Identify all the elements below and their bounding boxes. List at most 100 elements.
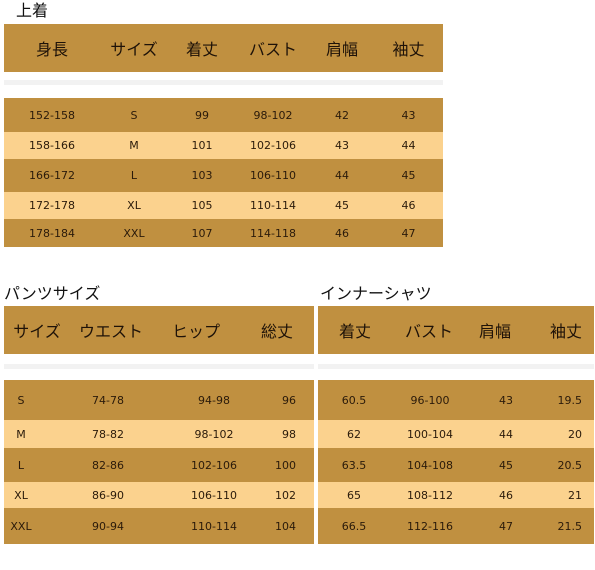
- table-row: L 82-86 102-106 100: [4, 448, 314, 482]
- inner-cell: 66.5: [341, 519, 367, 533]
- inner-cell: 100-104: [407, 427, 453, 441]
- jacket-header-sleeve: 袖丈: [392, 40, 425, 59]
- jacket-cell: 43: [335, 139, 349, 152]
- inner-cell: 20: [568, 427, 582, 441]
- jacket-cell: 114-118: [250, 226, 296, 240]
- jacket-cell: 44: [401, 139, 416, 152]
- pants-cell: 102-106: [191, 458, 237, 472]
- pants-cell: 86-90: [92, 488, 124, 502]
- table-row: 66.5 112-116 47 21.5: [318, 508, 594, 544]
- inner-header-row: 着丈 バスト 肩幅 袖丈: [318, 306, 594, 354]
- table-row: 178-184 XXL 107 114-118 46 47: [4, 219, 443, 247]
- table-row: 60.5 96-100 43 19.5: [318, 380, 594, 420]
- table-row: 65 108-112 46 21: [318, 482, 594, 508]
- pants-title: パンツサイズ: [4, 284, 101, 303]
- table-row: 158-166 M 101 102-106 43 44: [4, 132, 443, 159]
- inner-cell: 43: [499, 393, 513, 407]
- table-row: 152-158 S 99 98-102 42 43: [4, 98, 443, 132]
- jacket-title: 上着: [16, 1, 49, 20]
- pants-cell: 106-110: [191, 488, 237, 502]
- jacket-cell: 110-114: [250, 199, 296, 212]
- inner-cell: 104-108: [407, 458, 453, 472]
- jacket-cell: 45: [401, 169, 416, 182]
- jacket-cell: XL: [127, 199, 141, 212]
- inner-header-bust: バスト: [404, 322, 453, 341]
- jacket-cell: 98-102: [253, 108, 293, 122]
- jacket-cell: 105: [191, 199, 213, 212]
- jacket-cell: 101: [191, 139, 213, 152]
- jacket-divider: [4, 80, 443, 85]
- inner-cell: 63.5: [341, 458, 367, 472]
- pants-cell: 102: [275, 488, 296, 502]
- inner-cell: 21.5: [557, 519, 583, 533]
- inner-cell: 108-112: [407, 488, 453, 502]
- pants-cell: 78-82: [92, 427, 124, 441]
- jacket-table: 152-158 S 99 98-102 42 43 158-166 M 101 …: [4, 98, 443, 247]
- jacket-cell: 99: [195, 108, 209, 122]
- inner-cell: 21: [568, 488, 582, 502]
- pants-cell: M: [16, 427, 26, 441]
- inner-cell: 47: [499, 519, 513, 533]
- inner-cell: 46: [499, 488, 513, 502]
- jacket-cell: 44: [335, 169, 349, 182]
- pants-cell: XL: [14, 488, 28, 502]
- pants-header-waist: ウエスト: [78, 322, 143, 341]
- jacket-cell: 46: [335, 226, 349, 240]
- jacket-header-row: 身長 サイズ 着丈 バスト 肩幅 袖丈: [4, 24, 443, 72]
- jacket-header-size: サイズ: [110, 40, 158, 59]
- pants-header-row: サイズ ウエスト ヒップ 総丈: [4, 306, 314, 354]
- jacket-cell: 43: [401, 108, 416, 122]
- table-row: 62 100-104 44 20: [318, 420, 594, 448]
- inner-cell: 60.5: [341, 393, 367, 407]
- pants-cell: L: [17, 458, 25, 472]
- pants-cell: 82-86: [92, 458, 124, 472]
- jacket-cell: 46: [401, 199, 416, 212]
- inner-header-shoulder: 肩幅: [478, 322, 511, 341]
- jacket-cell: L: [130, 169, 138, 182]
- jacket-cell: 158-166: [29, 139, 75, 152]
- pants-cell: 74-78: [92, 393, 124, 407]
- pants-table: S 74-78 94-98 96 M 78-82 98-102 98 L 82-…: [4, 380, 314, 544]
- jacket-header-length: 着丈: [185, 40, 218, 59]
- pants-cell: 104: [275, 519, 296, 533]
- inner-header-sleeve: 袖丈: [549, 322, 582, 341]
- inner-table: 60.5 96-100 43 19.5 62 100-104 44 20 63.…: [318, 380, 594, 544]
- jacket-cell: 47: [401, 226, 416, 240]
- pants-cell: S: [17, 393, 25, 407]
- table-row: 166-172 L 103 106-110 44 45: [4, 159, 443, 192]
- jacket-cell: 42: [335, 108, 349, 122]
- jacket-cell: 152-158: [29, 108, 75, 122]
- jacket-header-height: 身長: [35, 40, 68, 59]
- pants-header-total-length: 総丈: [260, 322, 293, 341]
- inner-cell: 45: [499, 458, 513, 472]
- inner-cell: 62: [347, 427, 361, 441]
- jacket-cell: 166-172: [29, 169, 75, 182]
- table-row: XL 86-90 106-110 102: [4, 482, 314, 508]
- jacket-cell: 103: [191, 169, 213, 182]
- pants-header-hip: ヒップ: [171, 322, 220, 341]
- table-row: 172-178 XL 105 110-114 45 46: [4, 192, 443, 219]
- jacket-cell: 102-106: [250, 139, 296, 152]
- jacket-cell: 106-110: [250, 169, 296, 182]
- inner-cell: 19.5: [557, 393, 583, 407]
- jacket-cell: M: [129, 139, 139, 152]
- inner-header-length: 着丈: [338, 322, 371, 341]
- inner-divider: [318, 364, 594, 369]
- table-row: XXL 90-94 110-114 104: [4, 508, 314, 544]
- inner-cell: 65: [347, 488, 361, 502]
- pants-divider: [4, 364, 314, 369]
- table-row: 63.5 104-108 45 20.5: [318, 448, 594, 482]
- pants-header-size: サイズ: [13, 322, 61, 341]
- inner-cell: 96-100: [410, 393, 450, 407]
- pants-cell: 96: [282, 393, 296, 407]
- pants-cell: 110-114: [191, 519, 237, 533]
- jacket-cell: S: [130, 108, 138, 122]
- pants-cell: 94-98: [198, 393, 230, 407]
- pants-cell: 98-102: [194, 427, 234, 441]
- table-row: S 74-78 94-98 96: [4, 380, 314, 420]
- inner-cell: 112-116: [407, 519, 453, 533]
- jacket-cell: 172-178: [29, 199, 75, 212]
- inner-cell: 20.5: [557, 458, 583, 472]
- pants-cell: 98: [282, 427, 296, 441]
- table-row: M 78-82 98-102 98: [4, 420, 314, 448]
